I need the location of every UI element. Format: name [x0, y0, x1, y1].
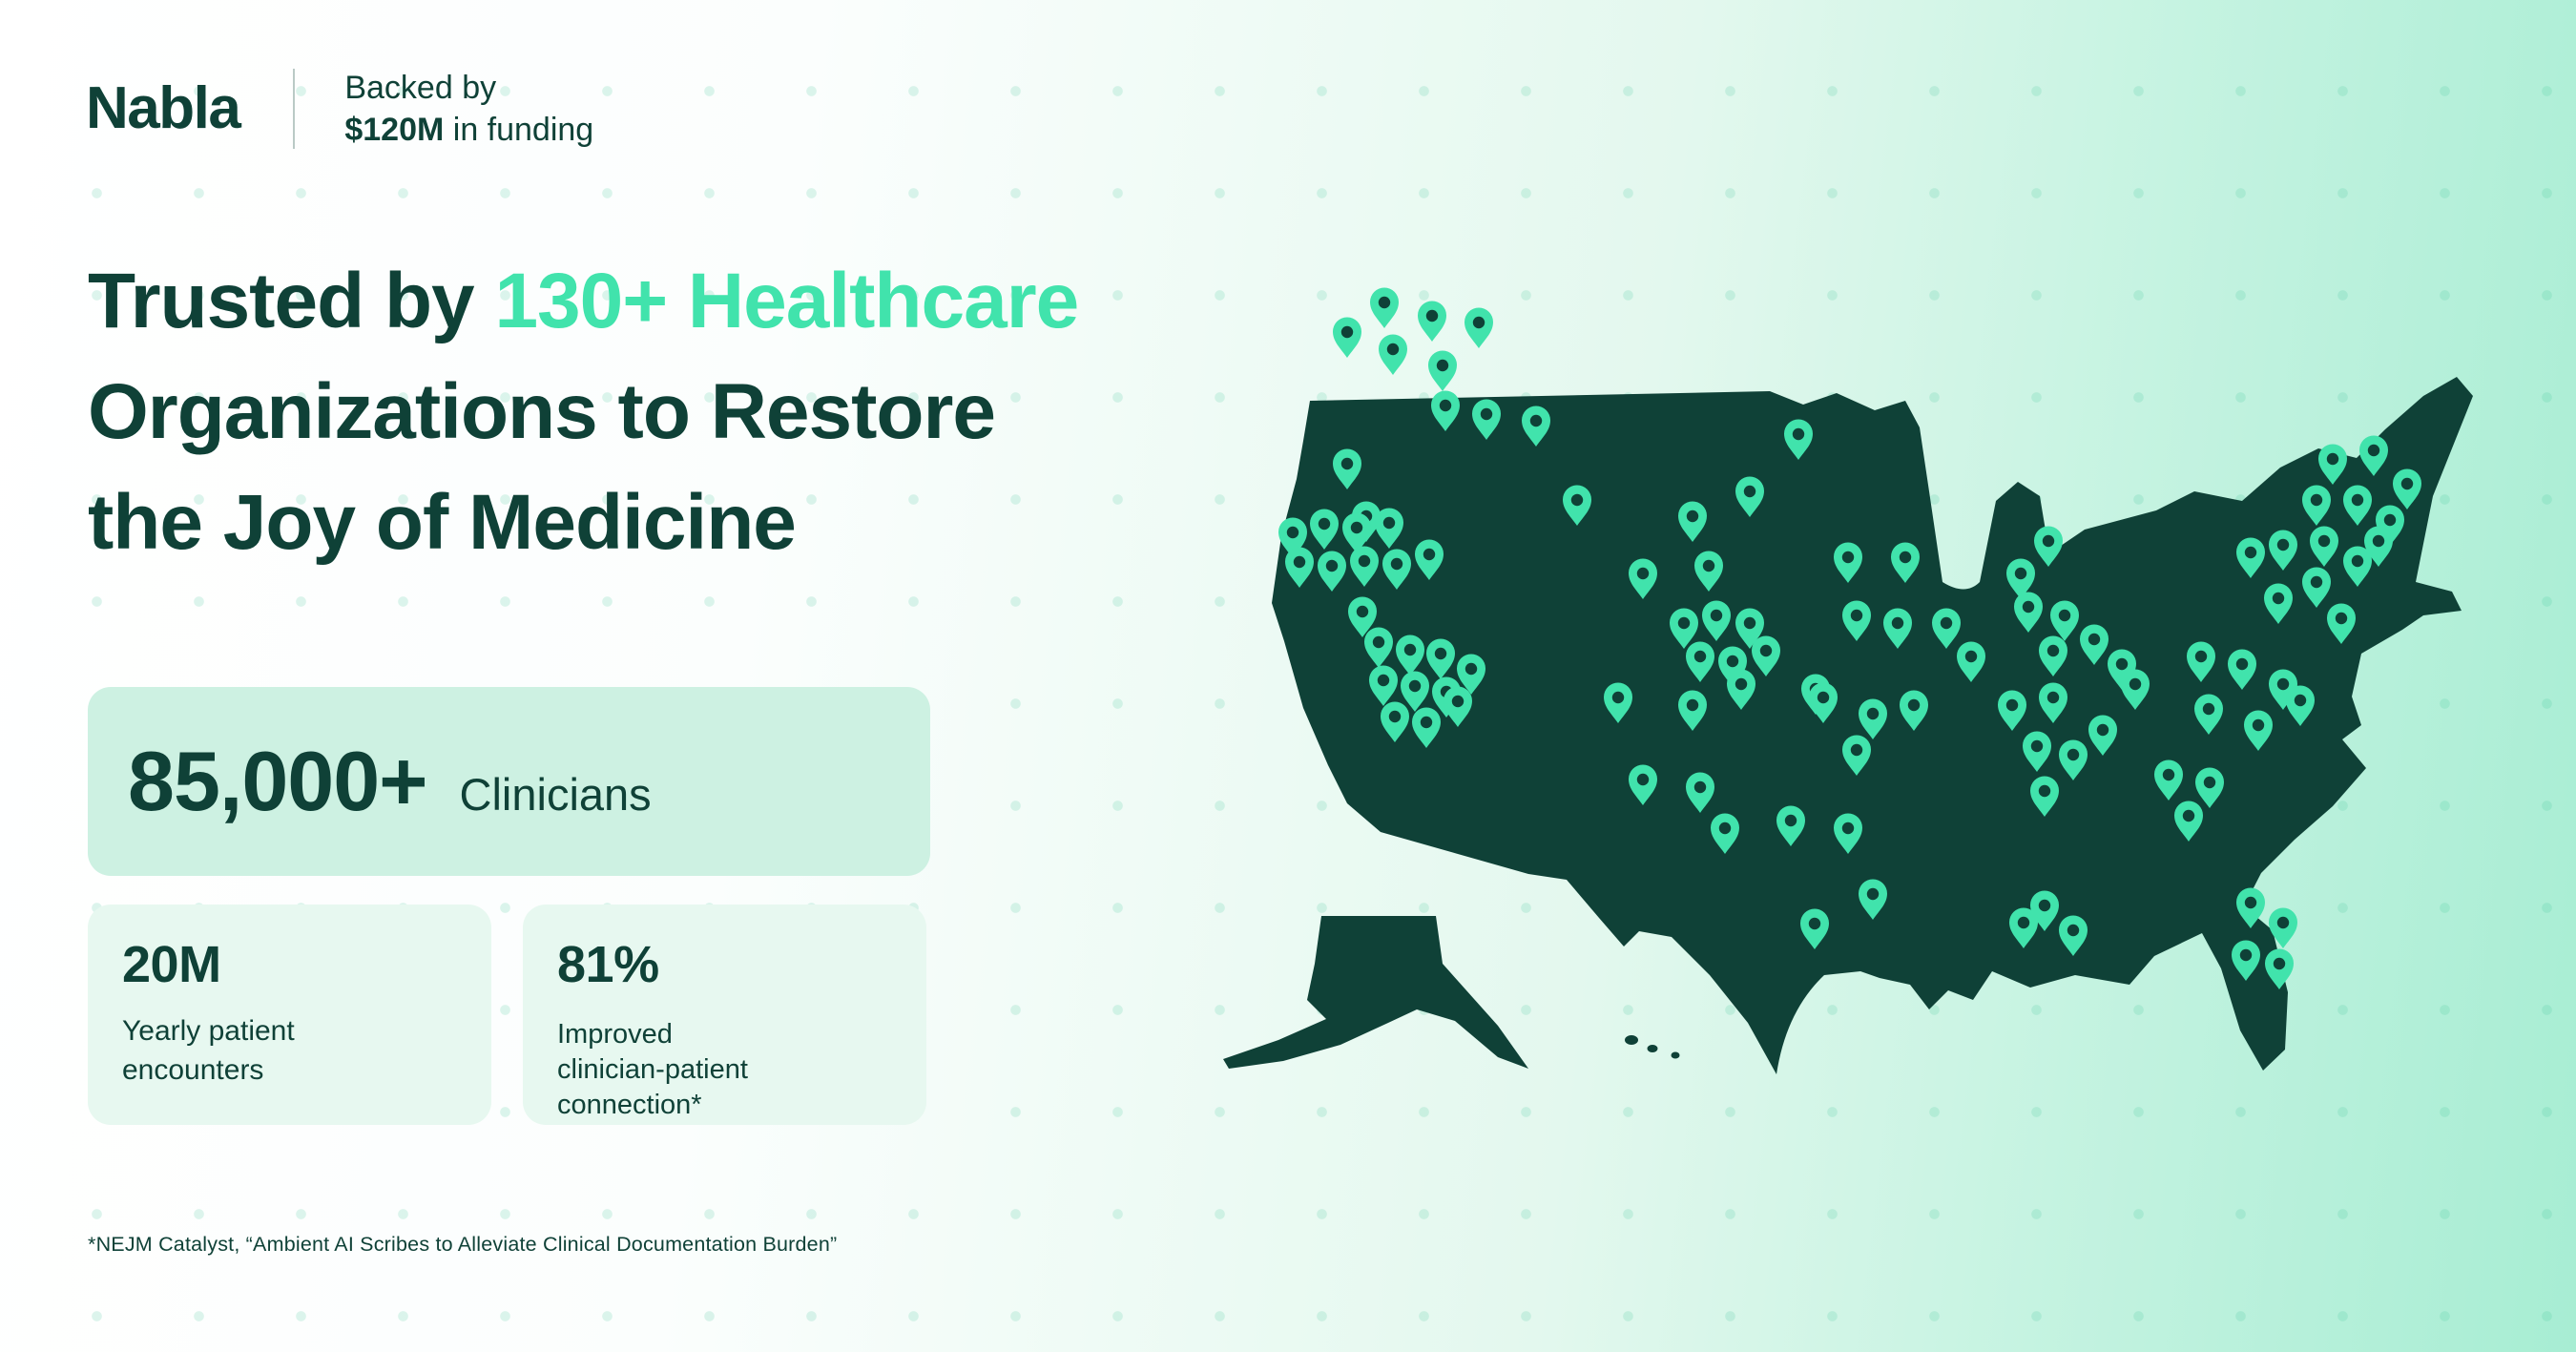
alaska-outline	[1223, 916, 1528, 1069]
headline-line1: Trusted by 130+ Healthcare	[88, 246, 1079, 357]
headline-dark-text: Trusted by	[88, 258, 495, 344]
divider	[293, 69, 296, 149]
encounters-label-line1: Yearly patient	[122, 1015, 295, 1047]
headline: Trusted by 130+ Healthcare Organizations…	[88, 246, 1079, 578]
funding-rest: in funding	[444, 112, 594, 148]
location-pin	[1333, 317, 1361, 358]
connection-label-line2: clinician-patient connection*	[557, 1054, 748, 1120]
hawaii-island	[1647, 1045, 1658, 1052]
funding-amount: $120M	[344, 112, 445, 148]
location-pin	[1428, 350, 1457, 391]
encounters-label-line2: encounters	[122, 1054, 264, 1086]
footnote: *NEJM Catalyst, “Ambient AI Scribes to A…	[88, 1233, 838, 1256]
header: Nabla Backed by $120M in funding	[86, 65, 593, 153]
location-pin	[1465, 307, 1493, 348]
connection-label: Improved clinician-patient connection*	[557, 1017, 892, 1123]
encounters-label: Yearly patient encounters	[122, 1011, 457, 1090]
connection-stat-card: 81% Improved clinician-patient connectio…	[523, 905, 926, 1125]
location-pin	[1418, 301, 1446, 342]
headline-highlight: 130+ Healthcare	[494, 258, 1079, 344]
encounters-stat-card: 20M Yearly patient encounters	[88, 905, 491, 1125]
hawaii-island	[1671, 1051, 1680, 1059]
nabla-logo: Nabla	[86, 75, 241, 141]
us-map	[1223, 287, 2473, 1074]
clinicians-label: Clinicians	[459, 769, 652, 820]
clinicians-value: 85,000+	[128, 734, 428, 828]
backed-line2: $120M in funding	[344, 109, 593, 151]
connection-value: 81%	[557, 936, 659, 993]
headline-line3: the Joy of Medicine	[88, 479, 797, 566]
backed-line1: Backed by	[344, 70, 497, 106]
hawaii-islands	[1625, 1035, 1680, 1059]
hawaii-island	[1625, 1035, 1638, 1045]
connection-label-line1: Improved	[557, 1019, 673, 1050]
encounters-value: 20M	[122, 936, 221, 993]
headline-line2: Organizations to Restore	[88, 368, 996, 455]
backed-by: Backed by $120M in funding	[344, 65, 593, 153]
location-pin	[1379, 334, 1407, 375]
location-pin	[1370, 287, 1399, 328]
clinicians-stat-card: 85,000+ Clinicians	[88, 687, 930, 876]
